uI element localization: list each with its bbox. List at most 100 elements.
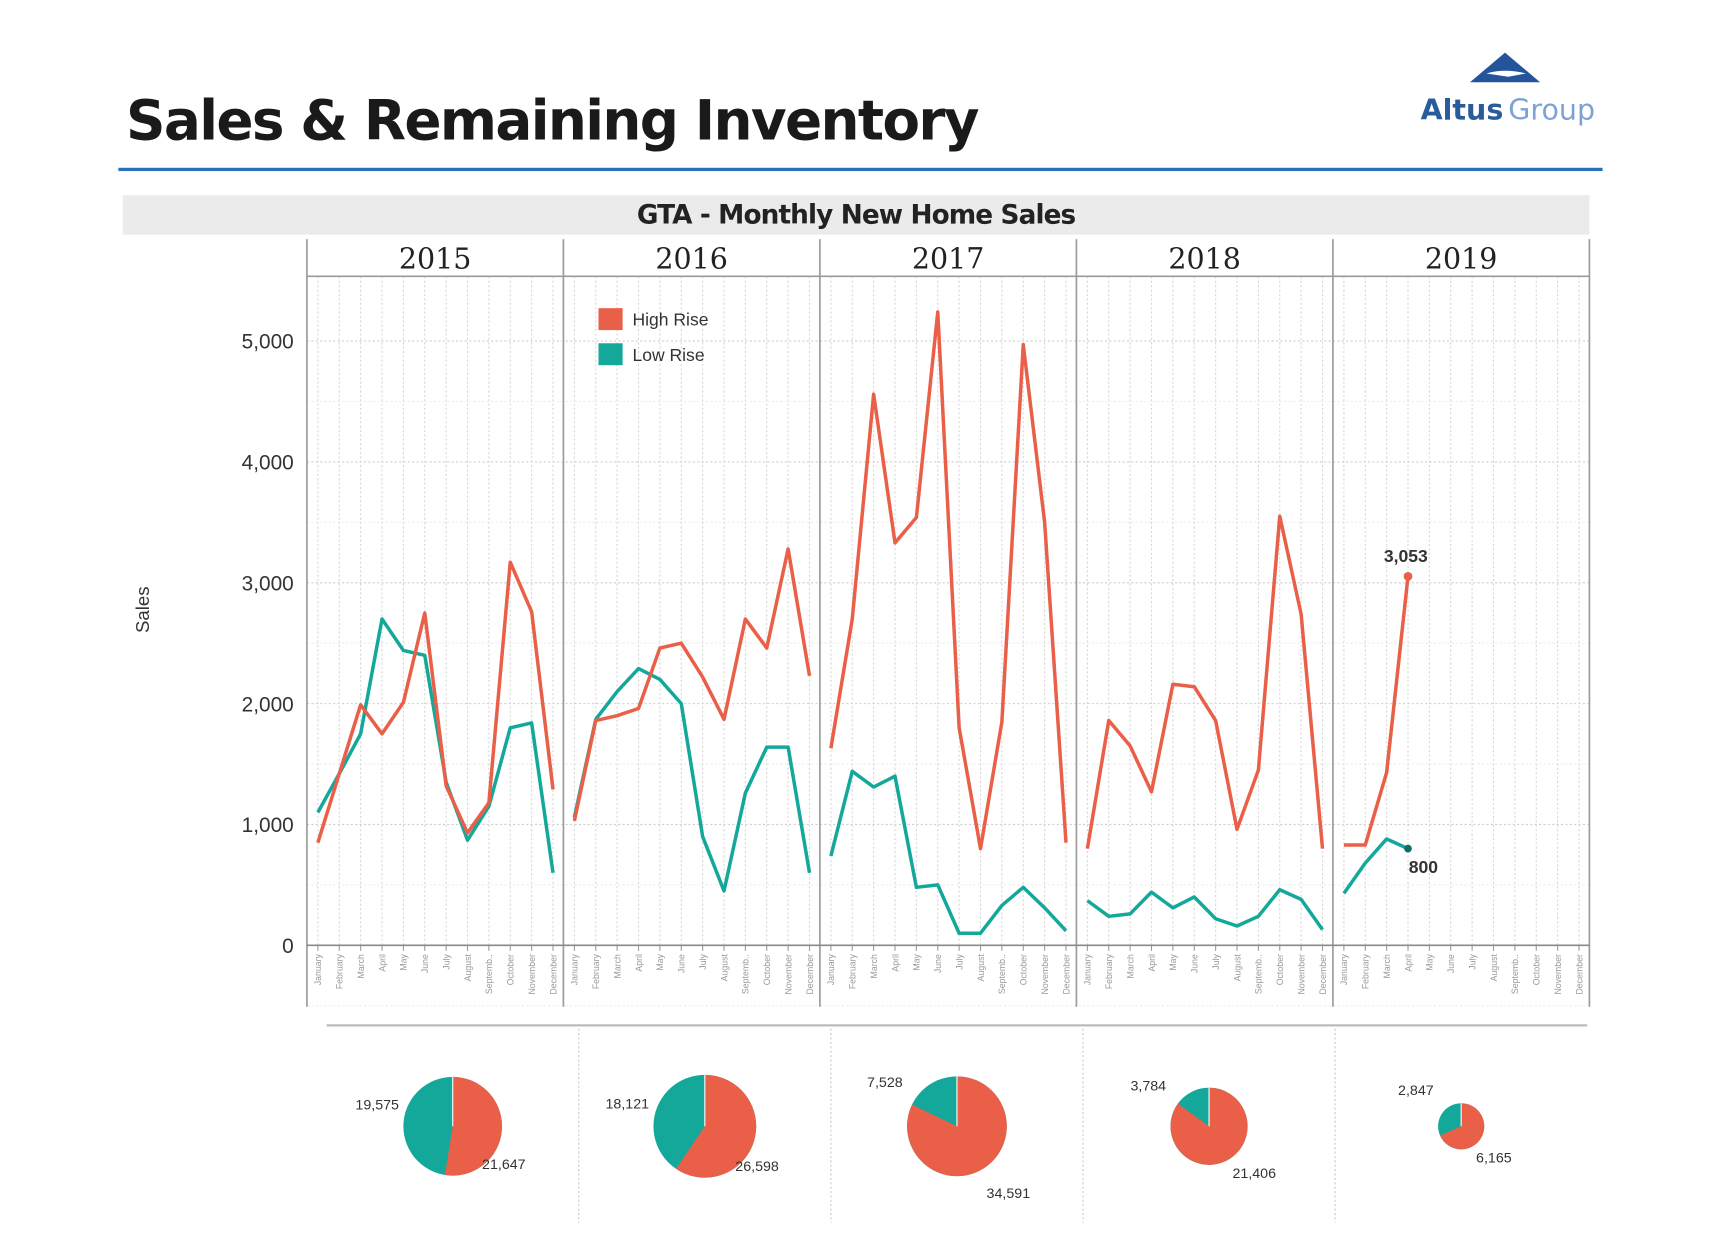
pie-2018: 3,784 21,406 [1130,1079,1276,1182]
high-rise-endpoint-marker [1403,571,1413,581]
pie-label-low-rise: 3,784 [1130,1079,1166,1095]
altus-logo: Altus Group [1421,52,1595,127]
month-label: February [1361,953,1371,989]
month-label: October [1019,954,1029,985]
month-label: December [548,954,558,995]
low-rise-line-2015 [316,617,555,874]
month-label: Septemb.. [1510,954,1520,994]
month-label: December [805,954,815,995]
pie-slice-high-rise [1170,1087,1248,1165]
year-header-2019: 2019 [1425,243,1498,276]
month-label: February [335,953,345,989]
month-label: February [848,953,858,989]
month-label: February [1104,953,1114,989]
year-header-2018: 2018 [1168,243,1241,276]
pie-2015: 19,575 21,647 [355,1076,526,1176]
year-header-2015: 2015 [399,243,472,276]
month-label: December [1574,954,1584,995]
y-tick-label: 0 [282,935,294,958]
legend-swatch-high-rise [598,308,623,331]
y-tick-label: 1,000 [242,814,294,837]
month-label: December [1061,954,1071,995]
y-tick-label: 4,000 [242,452,294,475]
month-label: Septemb.. [997,954,1007,994]
high-rise-line-2018 [1085,514,1325,849]
month-label: April [1403,954,1413,972]
pie-label-high-rise: 6,165 [1476,1151,1512,1167]
month-label: October [1532,954,1542,985]
month-label: March [1382,954,1392,978]
legend: High Rise Low Rise [598,308,708,366]
month-label: May [912,953,922,970]
y-axis-label: Sales [132,586,153,633]
month-label: June [677,954,687,973]
pie-slice-high-rise [444,1076,503,1176]
month-label: May [655,953,665,970]
high-rise-line-2017 [829,310,1068,851]
month-label: November [1296,954,1306,995]
low-rise-line-2016 [572,666,812,893]
pie-slice-high-rise [1440,1103,1485,1150]
y-tick-label: 5,000 [242,331,294,354]
month-label: May [1168,953,1178,970]
high-rise-line-2015 [316,560,555,844]
month-label: May [399,953,409,970]
pie-2019: 2,847 6,165 [1398,1083,1512,1166]
month-label: June [933,954,943,973]
month-label: June [420,954,430,973]
month-label: August [1489,954,1499,982]
high-rise-line-2016 [572,547,812,822]
pie-label-high-rise: 34,591 [987,1186,1031,1202]
month-label: November [783,954,793,995]
month-label: July [1211,953,1221,969]
month-label: March [1125,954,1135,978]
month-label: April [1147,954,1157,972]
month-label: March [869,954,879,978]
chart-title-band [122,195,1590,235]
pie-label-high-rise: 21,647 [482,1157,526,1173]
month-label: Septemb.. [741,954,751,994]
month-label: March [612,954,622,978]
pie-label-low-rise: 18,121 [605,1097,649,1113]
month-label: July [698,953,708,969]
month-label: July [1467,953,1477,969]
month-label: January [313,953,323,985]
pie-row: 19,575 21,647 18,121 26,598 7,528 34,591 3,784… [326,1024,1588,1223]
month-label: August [1232,954,1242,982]
logo-text-light: Group [1508,94,1595,127]
month-label: October [506,954,516,985]
logo-text-bold: Altus [1421,94,1504,127]
legend-swatch-low-rise [598,343,623,366]
logo-triangle-icon [1469,52,1541,83]
month-label: December [1318,954,1328,995]
month-label: April [634,954,644,972]
pie-label-low-rise: 7,528 [867,1075,903,1091]
year-header-2017: 2017 [912,243,985,276]
pie-label-low-rise: 2,847 [1398,1083,1434,1099]
chart-title: GTA - Monthly New Home Sales [637,201,1076,231]
month-label: January [570,953,580,985]
year-header-2016: 2016 [655,243,728,276]
month-label: November [1040,954,1050,995]
month-label: August [463,954,473,982]
month-label: July [441,953,451,969]
low-rise-endpoint-marker [1404,844,1412,853]
month-label: August [976,954,986,982]
month-label: June [1190,954,1200,973]
month-label: February [591,953,601,989]
slide-title: Sales & Remaining Inventory [126,88,979,152]
pie-label-low-rise: 19,575 [355,1097,399,1113]
month-label: Septemb.. [484,954,494,994]
month-label: October [762,954,772,985]
month-label: June [1446,954,1456,973]
pie-2017: 7,528 34,591 [867,1075,1030,1202]
month-label: November [527,954,537,995]
high-rise-line-2019 [1343,576,1410,847]
month-label: May [1425,953,1435,970]
legend-label-low-rise: Low Rise [632,345,704,365]
month-label: April [377,954,387,972]
pie-2016: 18,121 26,598 [605,1074,779,1178]
month-label: March [356,954,366,978]
y-tick-label: 2,000 [242,693,294,716]
